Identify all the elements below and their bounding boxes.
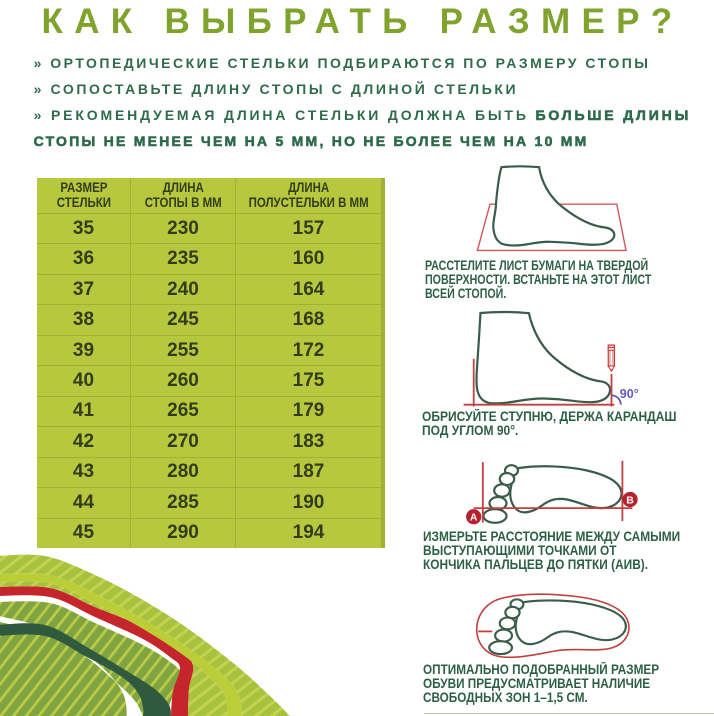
svg-text:А: А — [470, 512, 478, 524]
svg-text:В: В — [626, 494, 634, 506]
svg-text:90°: 90° — [620, 387, 639, 401]
